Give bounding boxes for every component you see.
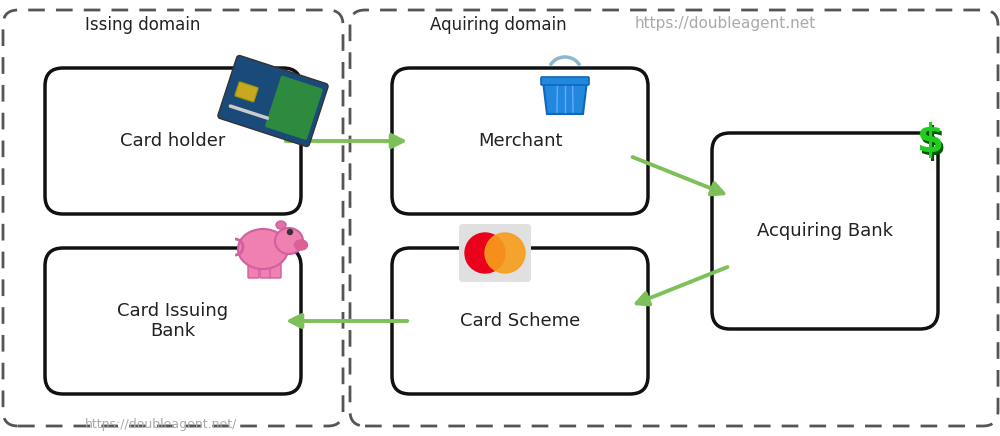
Text: Merchant: Merchant — [478, 132, 562, 150]
Text: $: $ — [917, 122, 944, 160]
Ellipse shape — [275, 228, 303, 254]
FancyBboxPatch shape — [541, 77, 589, 85]
Text: Card holder: Card holder — [120, 132, 226, 150]
Text: Card Issuing
Bank: Card Issuing Bank — [117, 302, 229, 341]
Ellipse shape — [276, 221, 286, 229]
FancyBboxPatch shape — [45, 68, 301, 214]
Ellipse shape — [294, 240, 308, 250]
Circle shape — [288, 229, 292, 235]
Ellipse shape — [238, 229, 288, 269]
Text: Acquiring Bank: Acquiring Bank — [757, 222, 893, 240]
FancyBboxPatch shape — [248, 262, 259, 278]
Text: $: $ — [920, 125, 946, 163]
Text: Issing domain: Issing domain — [85, 16, 200, 34]
FancyBboxPatch shape — [459, 224, 531, 282]
FancyBboxPatch shape — [218, 55, 328, 146]
Circle shape — [485, 233, 525, 273]
Text: Aquiring domain: Aquiring domain — [430, 16, 567, 34]
FancyBboxPatch shape — [265, 76, 323, 140]
Text: Card Scheme: Card Scheme — [460, 312, 580, 330]
FancyBboxPatch shape — [392, 248, 648, 394]
Circle shape — [465, 233, 505, 273]
FancyBboxPatch shape — [235, 82, 258, 102]
Text: https://doubleagent.net/: https://doubleagent.net/ — [85, 418, 237, 431]
FancyBboxPatch shape — [712, 133, 938, 329]
FancyBboxPatch shape — [45, 248, 301, 394]
FancyBboxPatch shape — [392, 68, 648, 214]
Text: https://doubleagent.net: https://doubleagent.net — [635, 16, 816, 31]
FancyBboxPatch shape — [260, 262, 271, 278]
FancyBboxPatch shape — [270, 262, 281, 278]
Polygon shape — [543, 81, 587, 114]
